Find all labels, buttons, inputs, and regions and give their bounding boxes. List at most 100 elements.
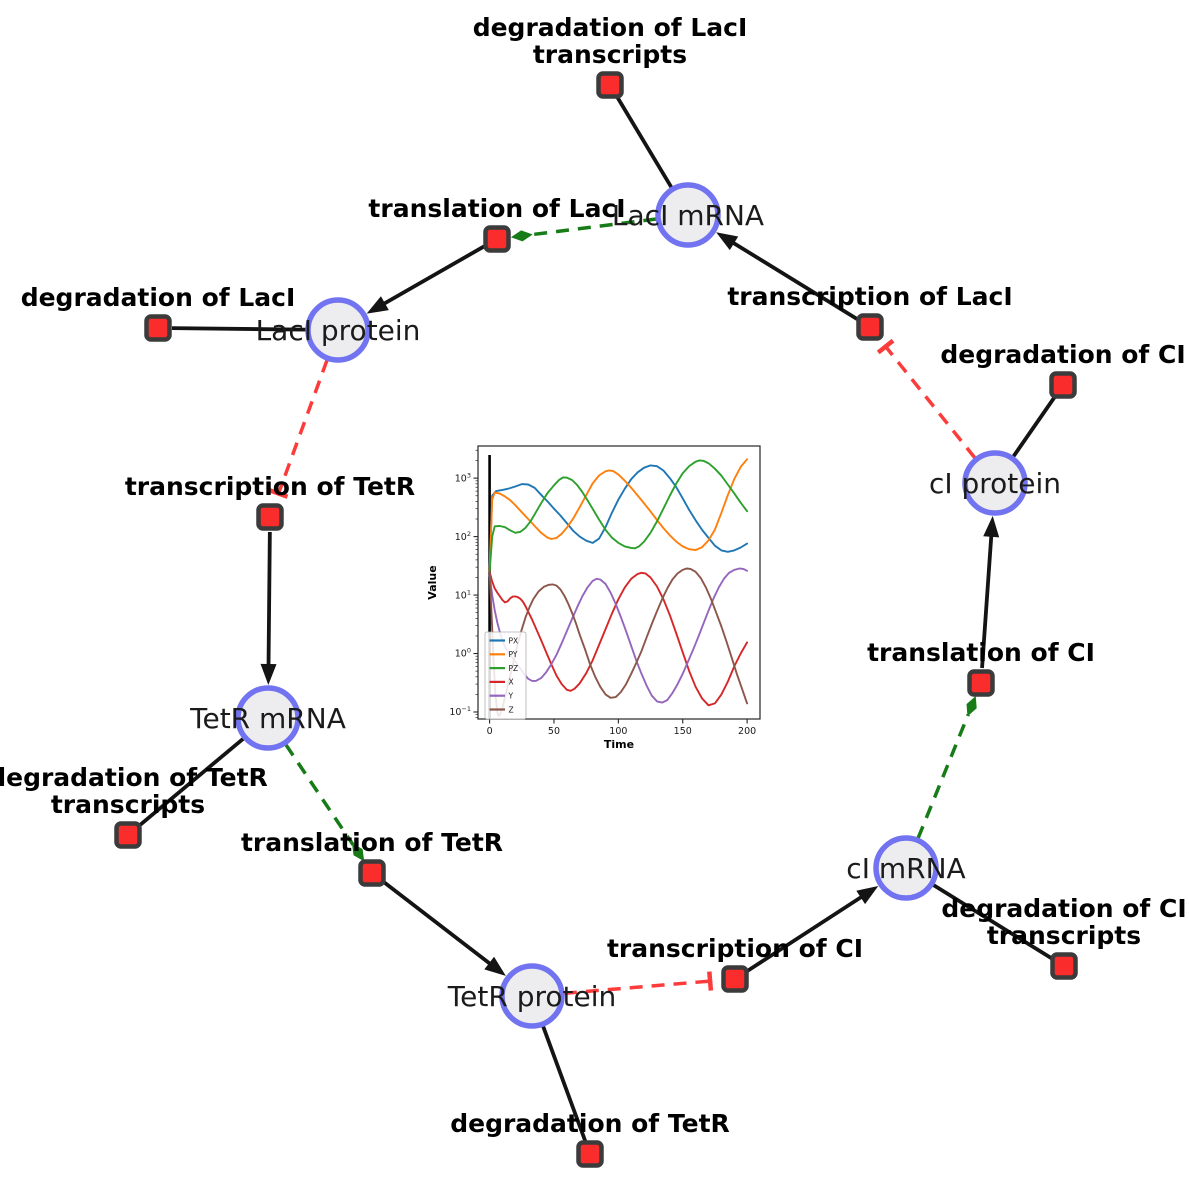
reaction-node-deg-tetR-transcripts[interactable] <box>114 821 142 849</box>
reaction-label: translation of LacI <box>368 194 625 223</box>
species-label: TetR protein <box>447 980 616 1013</box>
series-line-PY <box>488 458 749 573</box>
legend-label: Y <box>508 692 514 701</box>
inhibition-tee-icon <box>876 338 895 355</box>
reaction-square[interactable] <box>596 71 624 99</box>
edge-activation--lacI-mRNA--transl-lacI <box>510 217 657 242</box>
x-axis-label: Time <box>604 738 634 751</box>
reaction-node-deg-tetR[interactable] <box>576 1140 604 1168</box>
inhibition-tee-icon <box>268 488 289 499</box>
series-line-PX <box>488 464 749 569</box>
x-tick-label: 150 <box>674 726 692 737</box>
edge-inhibition--tetR-protein--transcr-cI <box>563 971 714 996</box>
species-circle[interactable] <box>962 450 1028 516</box>
series-line-X <box>488 570 749 707</box>
reaction-node-deg-cI-transcripts[interactable] <box>1050 952 1078 980</box>
reaction-square[interactable] <box>358 859 386 887</box>
species-node-lacI-mRNA[interactable] <box>655 182 721 248</box>
species-circle[interactable] <box>655 182 721 248</box>
reaction-node-transl-cI[interactable] <box>967 669 995 697</box>
species-node-cI-mRNA[interactable] <box>873 835 939 901</box>
species-node-lacI-protein[interactable] <box>305 297 371 363</box>
edge-product--transl-lacI--lacI-protein <box>366 244 485 314</box>
edge-reactant--lacI-mRNA--deg-lacI-transcripts <box>615 96 674 189</box>
reaction-label: degradation of TetR <box>450 1109 730 1138</box>
edge-inhibition--lacI-protein--transcr-tetR <box>268 359 329 499</box>
reaction-node-deg-lacI-transcripts[interactable] <box>596 71 624 99</box>
edge-product--transcr-tetR--tetR-mRNA <box>260 531 277 686</box>
species-circle[interactable] <box>873 835 939 901</box>
species-circle[interactable] <box>235 685 301 751</box>
reaction-square[interactable] <box>1050 952 1078 980</box>
legend: PX PY PZ XYZ <box>484 631 527 720</box>
reaction-square[interactable] <box>144 314 172 342</box>
axes: 10−1 100 101 102 103 0 50 100 150 200 Time Value <box>426 449 756 751</box>
reaction-node-deg-cI[interactable] <box>1049 371 1077 399</box>
edge-activation--cI-mRNA--transl-cI <box>916 695 977 840</box>
reaction-square[interactable] <box>114 821 142 849</box>
y-axis-label: Value <box>426 565 439 599</box>
edge-reactant--cI-mRNA--deg-cI-transcripts <box>932 883 1054 961</box>
edge-product--transcr-lacI--lacI-mRNA <box>716 232 859 321</box>
legend-label: X <box>509 678 514 687</box>
reaction-square[interactable] <box>856 313 884 341</box>
reaction-node-transcr-lacI[interactable] <box>856 313 884 341</box>
edge-product--transl-cI--cI-protein <box>980 515 1000 669</box>
legend-label: Z <box>509 705 514 714</box>
species-label: cI mRNA <box>846 852 965 885</box>
reaction-node-transl-tetR[interactable] <box>358 859 386 887</box>
species-label: LacI protein <box>256 314 421 347</box>
species-label: TetR mRNA <box>189 702 346 735</box>
species-circle[interactable] <box>305 297 371 363</box>
x-tick-label: 100 <box>609 726 627 737</box>
x-tick-label: 0 <box>487 726 493 737</box>
activation-diamond-icon <box>351 843 365 862</box>
reaction-label: transcription of LacI <box>727 282 1012 311</box>
arrowhead-icon <box>983 515 1000 538</box>
reaction-square[interactable] <box>576 1140 604 1168</box>
reaction-square[interactable] <box>1049 371 1077 399</box>
reaction-square[interactable] <box>721 965 749 993</box>
legend-label: PZ <box>509 664 519 673</box>
arrowhead-icon <box>366 296 389 314</box>
reaction-square[interactable] <box>256 503 284 531</box>
legend-label: PX <box>509 636 519 645</box>
reaction-node-transl-lacI[interactable] <box>483 225 511 253</box>
species-circle[interactable] <box>499 963 565 1029</box>
activation-diamond-icon <box>510 230 533 242</box>
reaction-node-transcr-cI[interactable] <box>721 965 749 993</box>
reaction-label: transcription of TetR <box>125 472 415 501</box>
y-tick-label: 10−1 <box>449 705 471 718</box>
species-node-cI-protein[interactable] <box>962 450 1028 516</box>
edge-product--transl-tetR--tetR-protein <box>382 880 506 976</box>
reaction-label: transcripts <box>533 40 687 69</box>
reaction-label: degradation of CI <box>940 340 1185 369</box>
arrowhead-icon <box>484 956 506 976</box>
node-layer <box>114 71 1078 1168</box>
y-tick-label: 102 <box>455 530 471 543</box>
edge-inhibition--cI-protein--transcr-lacI <box>876 338 977 460</box>
reaction-node-deg-lacI[interactable] <box>144 314 172 342</box>
x-tick-label: 200 <box>738 726 756 737</box>
y-tick-label: 103 <box>455 471 471 484</box>
y-tick-label: 101 <box>455 588 471 601</box>
reaction-label: transcripts <box>987 921 1141 950</box>
edge-reactant--lacI-protein--deg-lacI <box>171 326 307 332</box>
reaction-square[interactable] <box>483 225 511 253</box>
edge-product--transcr-cI--cI-mRNA <box>746 885 879 973</box>
edge-reactant--tetR-mRNA--deg-tetR-transcripts <box>137 737 245 828</box>
edge-layer <box>137 96 1057 1142</box>
reaction-node-transcr-tetR[interactable] <box>256 503 284 531</box>
edge-reactant--tetR-protein--deg-tetR <box>541 1025 587 1142</box>
y-tick-label: 100 <box>455 647 471 660</box>
reaction-label: transcripts <box>51 790 205 819</box>
series-layer <box>488 458 749 718</box>
reaction-label: transcription of CI <box>607 934 863 963</box>
reaction-label: degradation of TetR <box>0 763 268 792</box>
species-node-tetR-protein[interactable] <box>499 963 565 1029</box>
species-node-tetR-mRNA[interactable] <box>235 685 301 751</box>
reaction-label: translation of CI <box>867 638 1095 667</box>
reaction-square[interactable] <box>967 669 995 697</box>
